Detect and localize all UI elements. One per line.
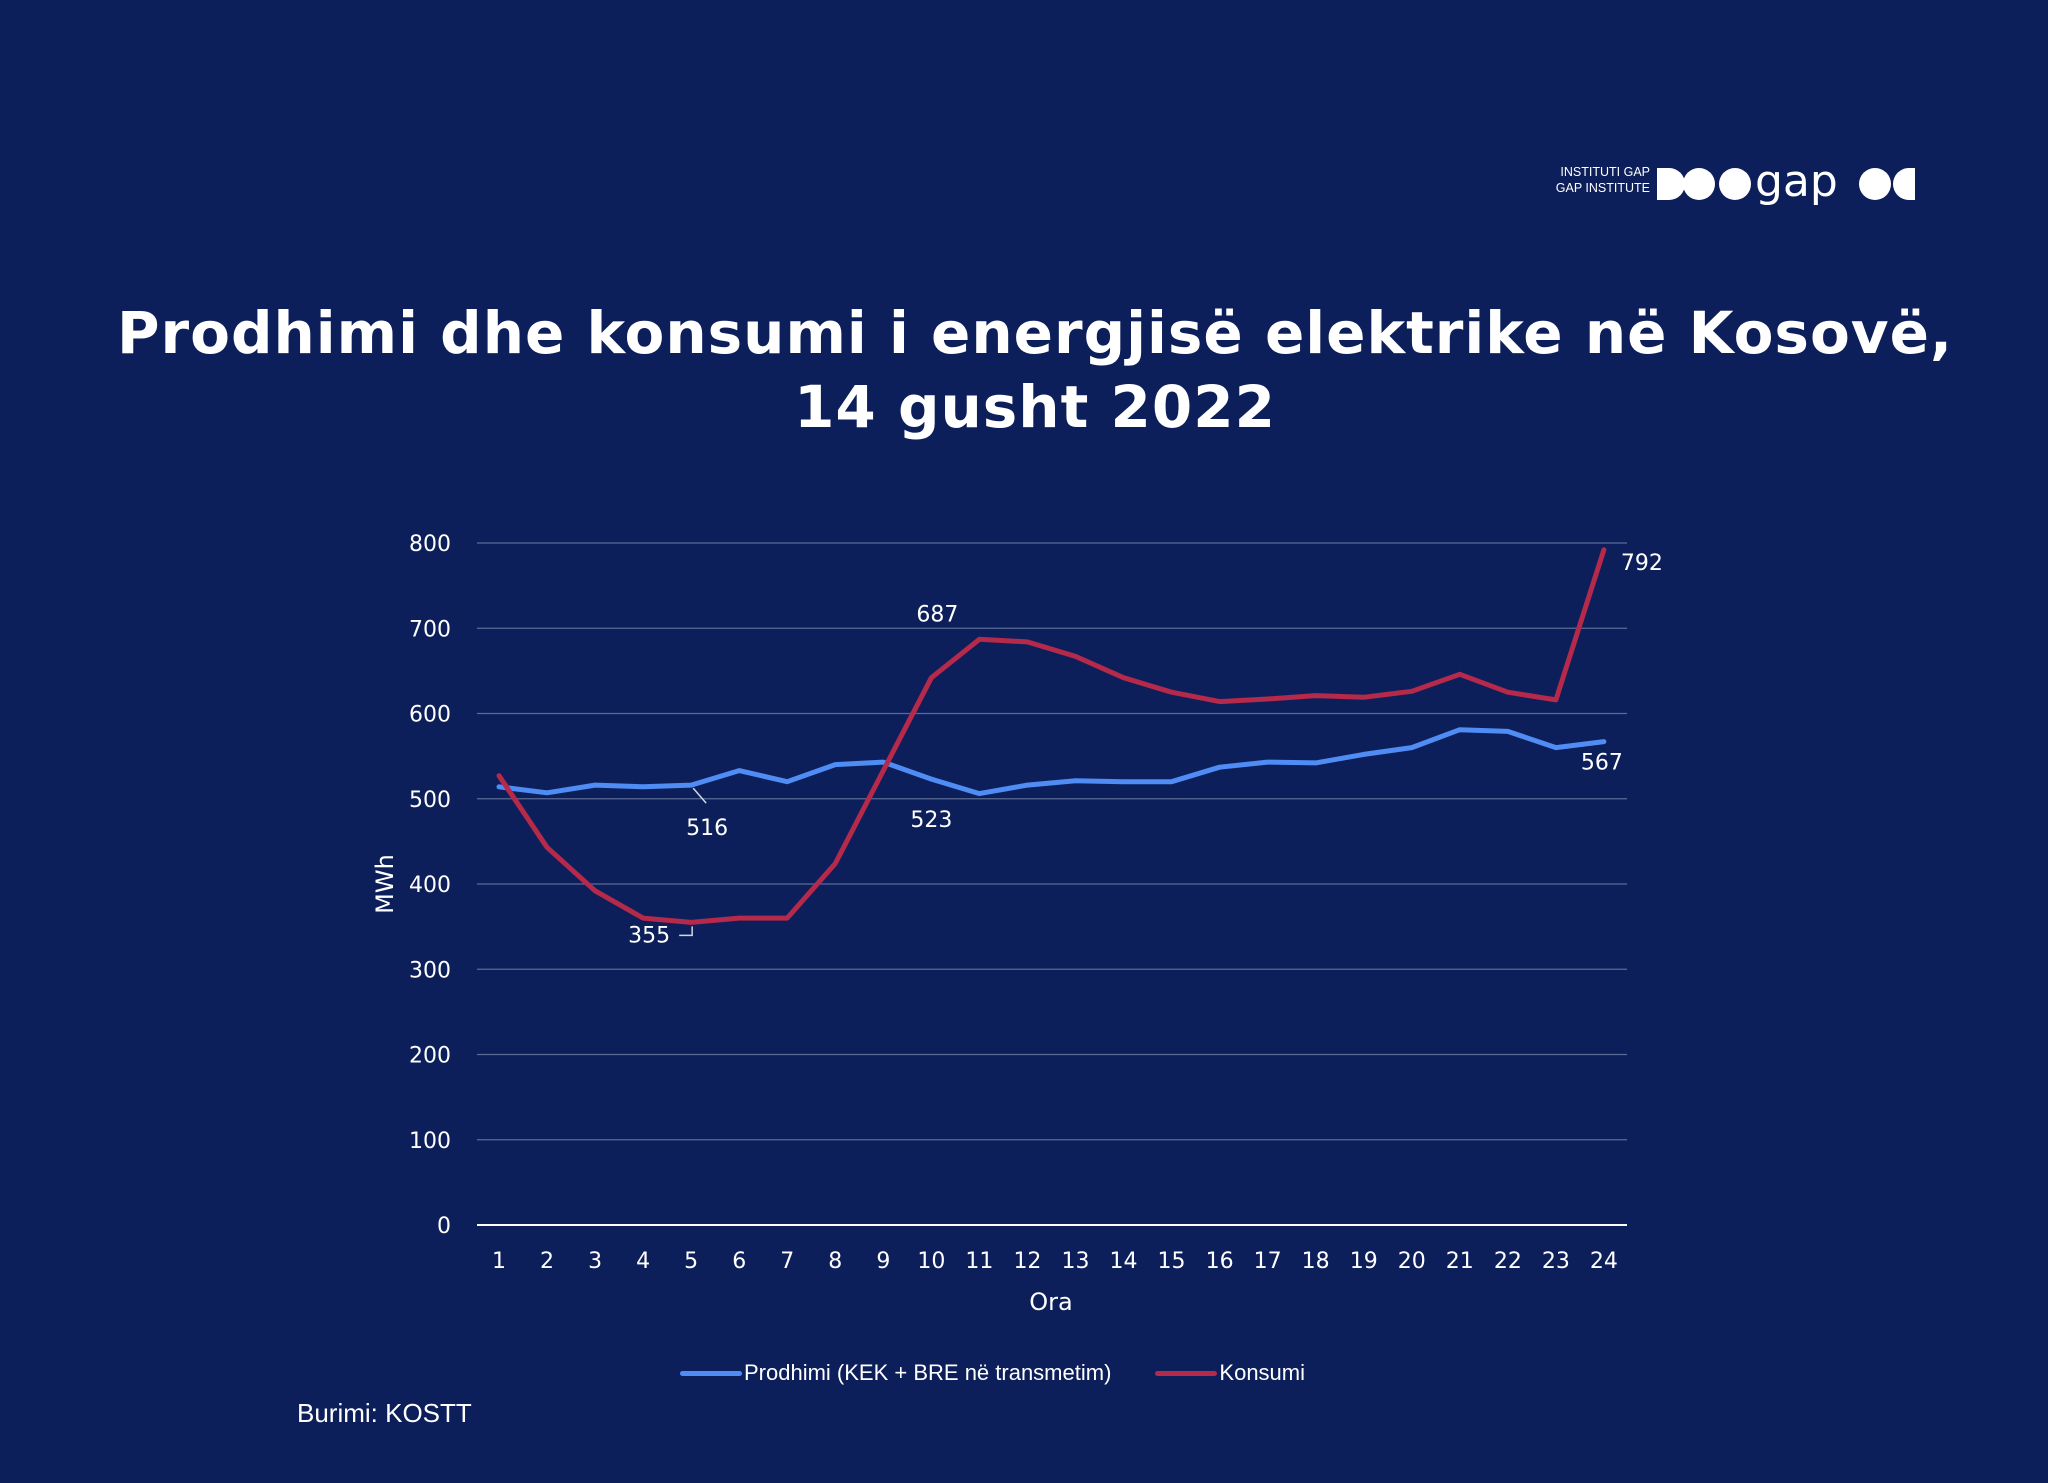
x-tick-label: 4 xyxy=(636,1249,650,1274)
y-tick-label: 700 xyxy=(409,617,451,642)
legend-swatch-konsumi xyxy=(1155,1370,1218,1376)
x-tick-label: 5 xyxy=(684,1249,698,1274)
y-tick-label: 500 xyxy=(409,788,451,813)
data-label: 687 xyxy=(916,602,958,627)
x-tick-label: 19 xyxy=(1350,1249,1378,1274)
y-tick-label: 300 xyxy=(409,958,451,983)
x-tick-label: 9 xyxy=(876,1249,890,1274)
legend-item-konsumi: Konsumi xyxy=(1155,1360,1305,1386)
legend-item-prodhimi: Prodhimi (KEK + BRE në transmetim) xyxy=(680,1360,1111,1386)
gap-institute-logo: INSTITUTI GAP GAP INSTITUTE gap xyxy=(1555,158,1915,210)
logo-text-line2: GAP INSTITUTE xyxy=(1555,181,1650,195)
annotation-leader xyxy=(692,787,707,804)
logo-wordmark: gap xyxy=(1755,158,1838,207)
x-tick-label: 7 xyxy=(780,1249,794,1274)
x-tick-label: 23 xyxy=(1542,1249,1570,1274)
y-tick-label: 100 xyxy=(409,1129,451,1154)
chart-title: Prodhimi dhe konsumi i energjisë elektri… xyxy=(100,296,1970,444)
data-label: 792 xyxy=(1621,551,1663,576)
chart-legend: Prodhimi (KEK + BRE në transmetim) Konsu… xyxy=(680,1358,1349,1388)
x-tick-label: 14 xyxy=(1110,1249,1138,1274)
data-label: 516 xyxy=(686,816,728,841)
x-tick-label: 21 xyxy=(1446,1249,1474,1274)
chart-title-line1: Prodhimi dhe konsumi i energjisë elektri… xyxy=(117,299,1953,367)
gap-logo-mark: gap xyxy=(1657,158,1915,207)
y-tick-label: 600 xyxy=(409,703,451,728)
y-axis-title: MWh xyxy=(371,854,399,914)
x-tick-label: 22 xyxy=(1494,1249,1522,1274)
x-axis-title: Ora xyxy=(1029,1288,1072,1316)
x-tick-label: 24 xyxy=(1590,1249,1618,1274)
x-tick-label: 13 xyxy=(1061,1249,1089,1274)
x-tick-label: 6 xyxy=(732,1249,746,1274)
x-tick-label: 1 xyxy=(492,1249,506,1274)
y-tick-label: 200 xyxy=(409,1044,451,1069)
series-line-prodhimi xyxy=(496,727,1607,797)
x-tick-label: 2 xyxy=(540,1249,554,1274)
source-note: Burimi: KOSTT xyxy=(297,1398,472,1428)
data-label: 355 xyxy=(628,923,670,948)
x-tick-label: 10 xyxy=(917,1249,945,1274)
x-tick-label: 8 xyxy=(828,1249,842,1274)
legend-label-konsumi: Konsumi xyxy=(1219,1360,1305,1385)
data-label: 523 xyxy=(910,808,952,833)
x-tick-label: 20 xyxy=(1398,1249,1426,1274)
x-tick-label: 17 xyxy=(1254,1249,1282,1274)
y-tick-label: 0 xyxy=(437,1214,451,1239)
series-line-konsumi xyxy=(496,547,1607,925)
chart-title-line2: 14 gusht 2022 xyxy=(794,373,1276,441)
x-tick-label: 3 xyxy=(588,1249,602,1274)
data-label: 567 xyxy=(1581,751,1623,776)
y-tick-label: 800 xyxy=(409,532,451,557)
annotation-leader xyxy=(679,926,693,937)
x-tick-label: 12 xyxy=(1013,1249,1041,1274)
legend-swatch-prodhimi xyxy=(680,1370,742,1376)
logo-text: INSTITUTI GAP GAP INSTITUTE xyxy=(1555,164,1650,196)
x-tick-label: 16 xyxy=(1206,1249,1234,1274)
x-tick-label: 18 xyxy=(1302,1249,1330,1274)
x-tick-label: 11 xyxy=(965,1249,993,1274)
y-tick-label: 400 xyxy=(409,873,451,898)
x-tick-label: 15 xyxy=(1158,1249,1186,1274)
legend-label-prodhimi: Prodhimi (KEK + BRE në transmetim) xyxy=(744,1360,1112,1385)
logo-text-line1: INSTITUTI GAP xyxy=(1560,165,1650,179)
